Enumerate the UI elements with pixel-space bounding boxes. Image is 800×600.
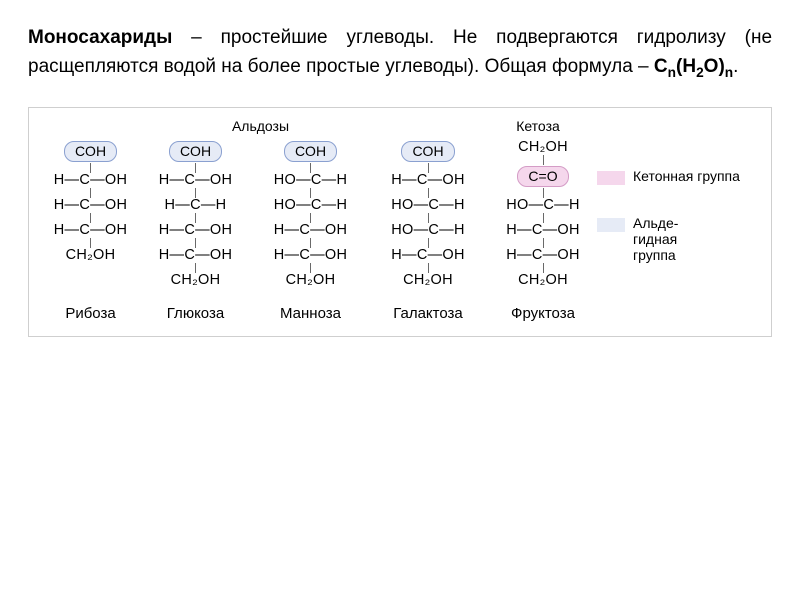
carbon-segment: H—C—OH bbox=[506, 248, 580, 263]
molecule-names-row: РибозаГлюкозаМаннозаГалактозаФруктоза bbox=[43, 305, 757, 322]
aldehyde-group: COH bbox=[401, 141, 454, 162]
header-ketoses: Кетоза bbox=[478, 118, 598, 134]
category-headers: Альдозы Кетоза bbox=[43, 118, 757, 134]
intro-paragraph: Моносахариды – простейшие углеводы. Не п… bbox=[28, 24, 772, 83]
carbon-segment: H—C—OH bbox=[274, 248, 348, 263]
aldehyde-group: COH bbox=[169, 141, 222, 162]
swatch-ketone bbox=[597, 171, 625, 185]
molecule-Фруктоза: CH₂OH C=O HO—C—H H—C—OH H—C—OH CH₂OH bbox=[488, 140, 598, 289]
legend-ketone-label: Кетонная группа bbox=[633, 168, 740, 184]
molecule-name: Рибоза bbox=[43, 305, 138, 322]
header-aldoses: Альдозы bbox=[43, 118, 478, 134]
carbon-segment: HO—C—H bbox=[391, 198, 465, 213]
carbon-segment: H—C—H bbox=[165, 198, 227, 213]
legend-aldehyde: Альде- гидная группа bbox=[597, 215, 757, 263]
carbon-segment: HO—C—H bbox=[274, 198, 348, 213]
molecule-Рибоза: COH H—C—OH H—C—OH H—C—OH CH₂OH bbox=[43, 140, 138, 264]
carbon-segment: H—C—OH bbox=[159, 248, 233, 263]
carbon-segment: H—C—OH bbox=[54, 223, 128, 238]
swatch-aldehyde bbox=[597, 218, 625, 232]
molecule-Галактоза: COH H—C—OH HO—C—H HO—C—H H—C—OH CH₂OH bbox=[368, 140, 488, 289]
carbon-segment: CH₂OH bbox=[403, 273, 453, 288]
molecule-Глюкоза: COH H—C—OH H—C—H H—C—OH H—C—OH CH₂OH bbox=[138, 140, 253, 289]
carbon-segment: CH₂OH bbox=[518, 273, 568, 288]
legend: Кетонная группа Альде- гидная группа bbox=[597, 168, 757, 293]
carbon-segment: H—C—OH bbox=[54, 198, 128, 213]
legend-aldehyde-label: Альде- гидная группа bbox=[633, 215, 678, 263]
molecule-Манноза: COH HO—C—H HO—C—H H—C—OH H—C—OH CH₂OH bbox=[253, 140, 368, 289]
carbon-segment: HO—C—H bbox=[506, 198, 580, 213]
carbon-segment: H—C—OH bbox=[159, 223, 233, 238]
carbon-segment: H—C—OH bbox=[159, 173, 233, 188]
molecule-name: Глюкоза bbox=[138, 305, 253, 322]
carbon-segment: CH₂OH bbox=[171, 273, 221, 288]
molecule-name: Фруктоза bbox=[488, 305, 598, 322]
carbon-segment: HO—C—H bbox=[274, 173, 348, 188]
molecule-name: Манноза bbox=[253, 305, 368, 322]
structures-diagram: Альдозы Кетоза COHH—C—OHH—C—OHH—C—OHCH₂O… bbox=[28, 107, 772, 337]
carbon-segment: CH₂OH bbox=[286, 273, 336, 288]
carbon-segment: H—C—OH bbox=[391, 173, 465, 188]
carbon-segment: H—C—OH bbox=[506, 223, 580, 238]
aldehyde-group: COH bbox=[64, 141, 117, 162]
carbon-segment: H—C—OH bbox=[391, 248, 465, 263]
legend-ketone: Кетонная группа bbox=[597, 168, 757, 185]
term-monosaccharides: Моносахариды bbox=[28, 27, 172, 48]
bond bbox=[543, 155, 544, 165]
molecule-name: Галактоза bbox=[368, 305, 488, 322]
carbon-segment: HO—C—H bbox=[391, 223, 465, 238]
carbon-segment: H—C—OH bbox=[54, 173, 128, 188]
ketone-group: C=O bbox=[517, 166, 568, 187]
carbon-segment: H—C—OH bbox=[274, 223, 348, 238]
aldehyde-group: COH bbox=[284, 141, 337, 162]
carbon-segment: CH₂OH bbox=[518, 140, 568, 155]
carbon-segment: CH₂OH bbox=[66, 248, 116, 263]
